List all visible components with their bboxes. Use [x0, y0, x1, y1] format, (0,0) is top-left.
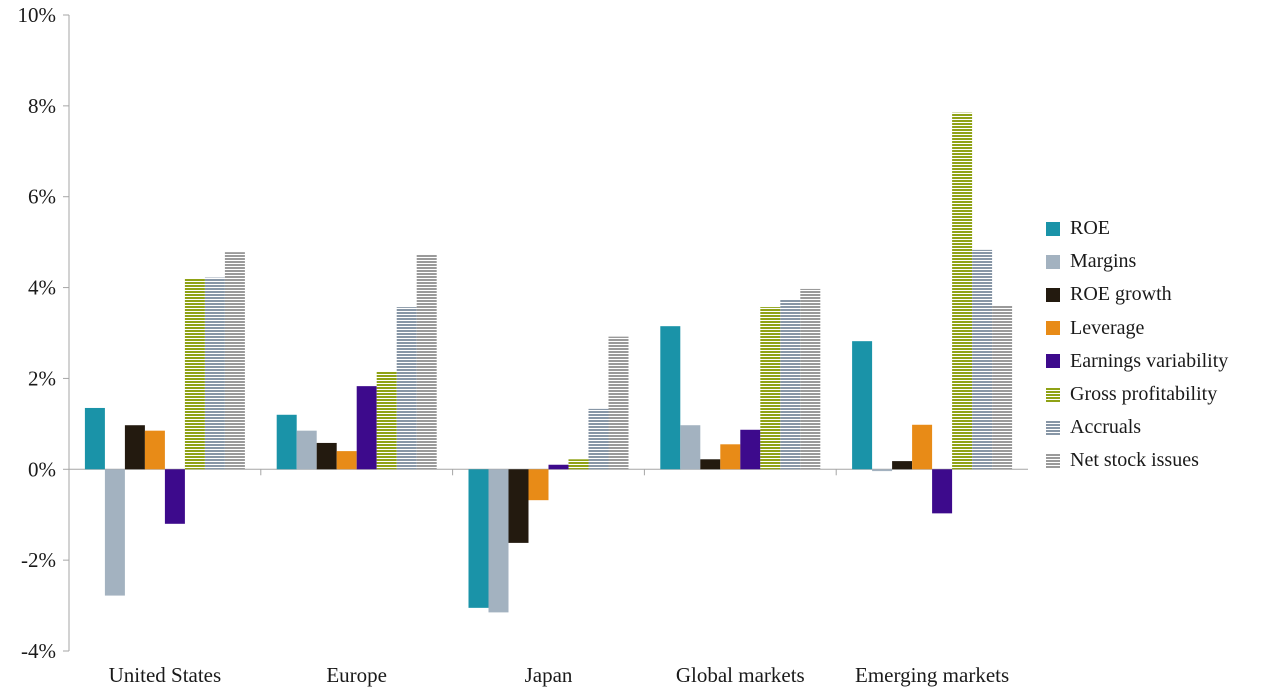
- legend-label: Earnings variability: [1070, 349, 1229, 372]
- legend-item: Leverage: [1046, 312, 1261, 345]
- bar: [780, 299, 801, 470]
- legend-swatch: [1046, 321, 1060, 336]
- bar: [184, 278, 205, 470]
- bar: [892, 461, 913, 470]
- y-tick-label: 6%: [28, 185, 56, 209]
- legend-swatch: [1046, 420, 1060, 435]
- bar: [164, 469, 185, 524]
- bar: [972, 249, 993, 470]
- legend-item: Gross profitability: [1046, 378, 1261, 411]
- bar: [296, 430, 317, 470]
- legend-label: ROE growth: [1070, 283, 1172, 306]
- y-tick-label: 0%: [28, 457, 56, 481]
- bar: [104, 469, 125, 596]
- bar: [608, 336, 629, 470]
- bar: [992, 305, 1013, 470]
- bar: [548, 464, 569, 470]
- y-tick-label: 10%: [18, 3, 57, 27]
- x-category-label: Global markets: [676, 663, 805, 687]
- x-category-label: Europe: [326, 663, 387, 687]
- bar: [700, 459, 721, 470]
- bars: [84, 112, 1013, 613]
- bar: [204, 277, 225, 470]
- legend-label: Net stock issues: [1070, 449, 1199, 472]
- legend-label: Accruals: [1070, 416, 1142, 439]
- legend-swatch: [1046, 387, 1060, 402]
- bar: [396, 307, 417, 470]
- bar: [932, 469, 953, 514]
- bar: [316, 442, 337, 470]
- bar: [588, 408, 609, 470]
- bar: [660, 326, 681, 470]
- y-tick-label: -2%: [21, 548, 56, 572]
- bar: [852, 341, 873, 470]
- legend-item: Net stock issues: [1046, 444, 1261, 477]
- legend-item: ROE: [1046, 212, 1261, 245]
- legend-swatch: [1046, 287, 1060, 302]
- bar: [952, 112, 973, 470]
- legend-swatch: [1046, 254, 1060, 269]
- legend-item: ROE growth: [1046, 278, 1261, 311]
- y-tick-label: -4%: [21, 639, 56, 663]
- bar: [800, 288, 821, 470]
- legend-label: ROE: [1070, 217, 1110, 240]
- bar: [508, 469, 529, 543]
- bar: [144, 430, 165, 470]
- bar: [568, 459, 589, 470]
- x-category-label: Emerging markets: [855, 663, 1009, 687]
- legend: ROE Margins ROE growth Leverage Earnings var…: [1046, 212, 1261, 478]
- y-axis: -4% -2% 0% 2% 4% 6% 8% 10%: [18, 3, 70, 663]
- legend-swatch: [1046, 221, 1060, 236]
- bar: [376, 371, 397, 470]
- bar: [124, 425, 145, 470]
- bar: [224, 252, 245, 470]
- legend-label: Margins: [1070, 250, 1137, 273]
- legend-label: Gross profitability: [1070, 383, 1218, 406]
- bar: [680, 425, 701, 470]
- bar: [84, 407, 105, 470]
- x-category-label: Japan: [525, 663, 573, 687]
- bar: [528, 469, 549, 501]
- bar: [488, 469, 509, 613]
- x-axis: United States Europe Japan Global markets Em…: [69, 468, 1028, 687]
- bar: [872, 469, 893, 472]
- bar: [468, 469, 489, 608]
- x-category-label: United States: [109, 663, 222, 687]
- bar: [740, 429, 761, 470]
- y-tick-label: 2%: [28, 366, 56, 390]
- bar: [356, 386, 377, 470]
- legend-swatch: [1046, 354, 1060, 369]
- bar: [276, 414, 297, 470]
- bar: [336, 451, 357, 470]
- bar: [720, 444, 741, 470]
- legend-label: Leverage: [1070, 316, 1145, 339]
- bar: [760, 307, 781, 470]
- legend-item: Earnings variability: [1046, 345, 1261, 378]
- legend-item: Margins: [1046, 245, 1261, 278]
- bar: [912, 424, 933, 470]
- y-tick-label: 4%: [28, 276, 56, 300]
- bar: [416, 254, 437, 470]
- legend-item: Accruals: [1046, 411, 1261, 444]
- y-tick-label: 8%: [28, 94, 56, 118]
- legend-swatch: [1046, 453, 1060, 468]
